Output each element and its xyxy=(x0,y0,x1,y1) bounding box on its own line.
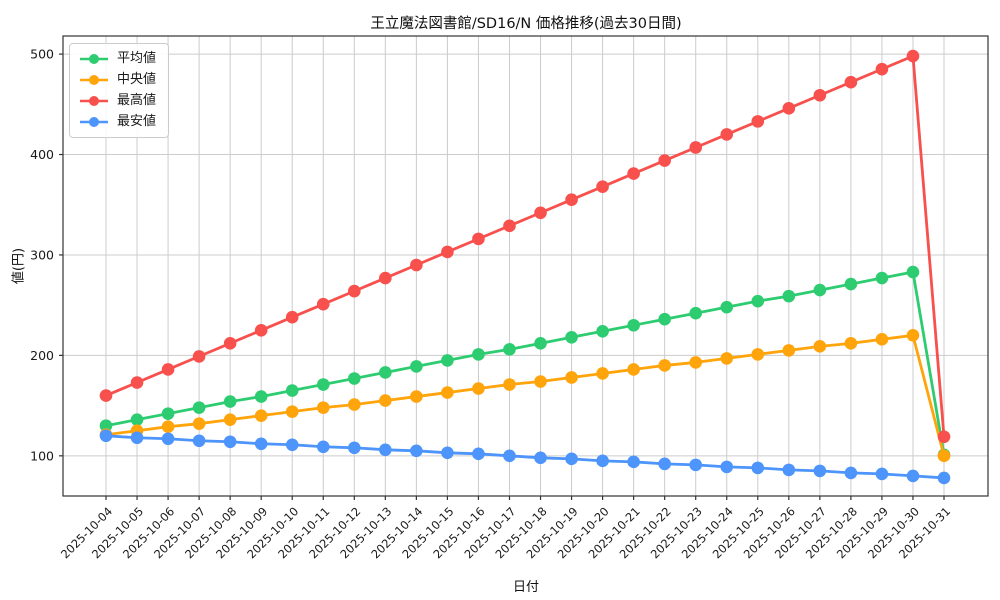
line-dot-marker-icon xyxy=(80,117,108,127)
legend-label-highest: 最高値 xyxy=(117,93,157,108)
legend-label-average: 平均値 xyxy=(117,51,157,66)
plot-border xyxy=(62,35,989,497)
svg-text:200: 200 xyxy=(30,348,54,363)
line-dot-marker-icon xyxy=(80,96,108,106)
legend-label-lowest: 最安値 xyxy=(117,114,157,129)
legend-item-average: 平均値 xyxy=(79,51,156,67)
series-average xyxy=(99,265,951,462)
x-axis-label: 日付 xyxy=(512,580,540,595)
svg-text:100: 100 xyxy=(30,448,54,463)
svg-text:400: 400 xyxy=(30,147,54,162)
legend: 平均値 中央値 最高値 最安値 xyxy=(69,43,170,138)
y-tick-labels: 100 200 300 400 500 xyxy=(30,47,63,463)
legend-label-median: 中央値 xyxy=(117,72,157,87)
svg-text:300: 300 xyxy=(30,247,54,262)
series-lowest xyxy=(99,429,951,485)
line-dot-marker-icon xyxy=(80,54,108,64)
x-tick-labels: 2025-10-042025-10-052025-10-062025-10-07… xyxy=(58,496,953,561)
series-highest xyxy=(99,49,951,444)
line-dot-marker-icon xyxy=(80,75,108,85)
legend-item-median: 中央値 xyxy=(79,72,156,88)
legend-item-lowest: 最安値 xyxy=(79,114,156,130)
legend-item-highest: 最高値 xyxy=(79,93,156,109)
svg-text:500: 500 xyxy=(30,47,54,62)
chart-title: 王立魔法図書館/SD16/N 価格推移(過去30日間) xyxy=(370,16,682,32)
